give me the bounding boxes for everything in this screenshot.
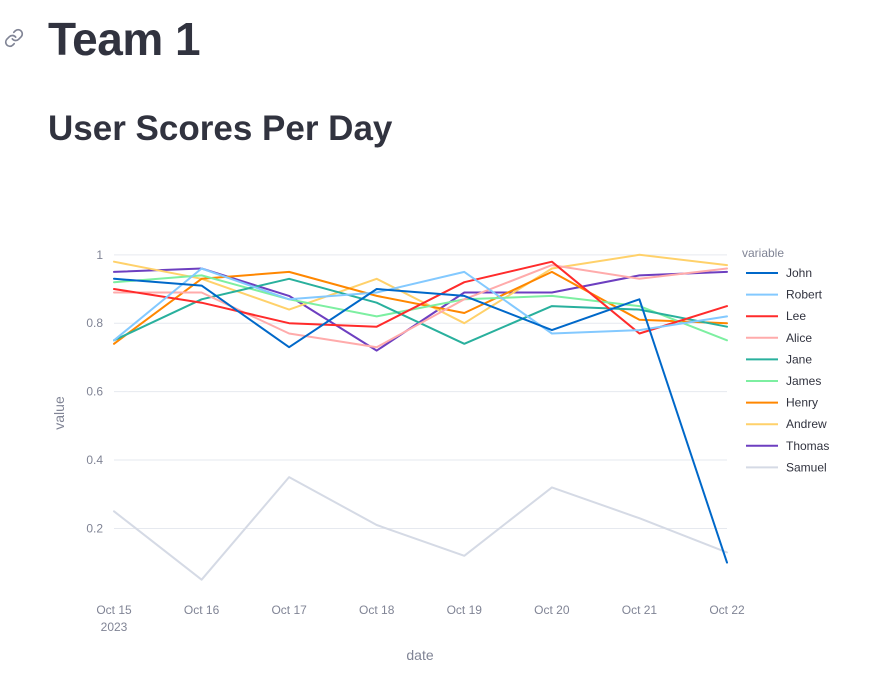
series-line-andrew[interactable] [113, 253, 728, 325]
legend-label: Samuel [786, 460, 827, 474]
legend-label: James [786, 374, 821, 388]
x-tick-label: Oct 16 [184, 603, 220, 617]
team-title: Team 1 [48, 13, 201, 65]
legend-title: variable [742, 246, 784, 260]
series-line-robert[interactable] [113, 267, 728, 342]
x-tick-label: Oct 21 [622, 603, 658, 617]
y-tick-label: 0.4 [86, 453, 103, 467]
series-lines [113, 253, 728, 581]
y-axis-title: value [51, 396, 67, 430]
legend-label: Alice [786, 331, 812, 345]
legend-item-thomas[interactable]: Thomas [746, 439, 829, 453]
x-year-label: 2023 [101, 620, 128, 634]
x-tick-label: Oct 18 [359, 603, 395, 617]
legend-item-samuel[interactable]: Samuel [746, 460, 827, 474]
y-tick-label: 0.2 [86, 521, 103, 535]
legend-label: Jane [786, 352, 812, 366]
legend-item-lee[interactable]: Lee [746, 309, 806, 323]
legend: variable John Robert Lee Alice Jane James Henr… [742, 246, 829, 474]
y-tick-label: 0.6 [86, 385, 103, 399]
legend-item-james[interactable]: James [746, 374, 821, 388]
series-line-alice[interactable] [113, 264, 728, 349]
x-tick-label: Oct 22 [709, 603, 745, 617]
y-tick-label: 1 [96, 248, 103, 262]
legend-item-john[interactable]: John [746, 266, 812, 280]
legend-label: Andrew [786, 417, 827, 431]
x-tick-label: Oct 15 [96, 603, 132, 617]
legend-item-robert[interactable]: Robert [746, 288, 823, 302]
legend-item-henry[interactable]: Henry [746, 396, 818, 410]
y-axis-ticks: 0.2 0.4 0.6 0.8 1 [86, 248, 103, 536]
legend-label: Robert [786, 288, 823, 302]
chart-heading: User Scores Per Day [48, 109, 393, 148]
legend-label: Lee [786, 309, 806, 323]
x-tick-label: Oct 20 [534, 603, 570, 617]
series-line-lee[interactable] [113, 260, 728, 335]
legend-label: Henry [786, 396, 818, 410]
legend-label: Thomas [786, 439, 829, 453]
series-line-samuel[interactable] [113, 476, 728, 581]
series-line-john[interactable] [113, 277, 728, 564]
link-icon[interactable] [4, 28, 24, 48]
y-tick-label: 0.8 [86, 316, 103, 330]
x-tick-label: Oct 19 [447, 603, 483, 617]
legend-label: John [786, 266, 812, 280]
x-tick-label: Oct 17 [271, 603, 307, 617]
x-axis-title: date [406, 647, 433, 663]
grid-lines [114, 254, 727, 529]
legend-item-andrew[interactable]: Andrew [746, 417, 827, 431]
legend-item-alice[interactable]: Alice [746, 331, 812, 345]
x-axis-ticks: Oct 15 Oct 16 Oct 17 Oct 18 Oct 19 Oct 20 Oct … [96, 603, 745, 617]
legend-item-jane[interactable]: Jane [746, 352, 812, 366]
